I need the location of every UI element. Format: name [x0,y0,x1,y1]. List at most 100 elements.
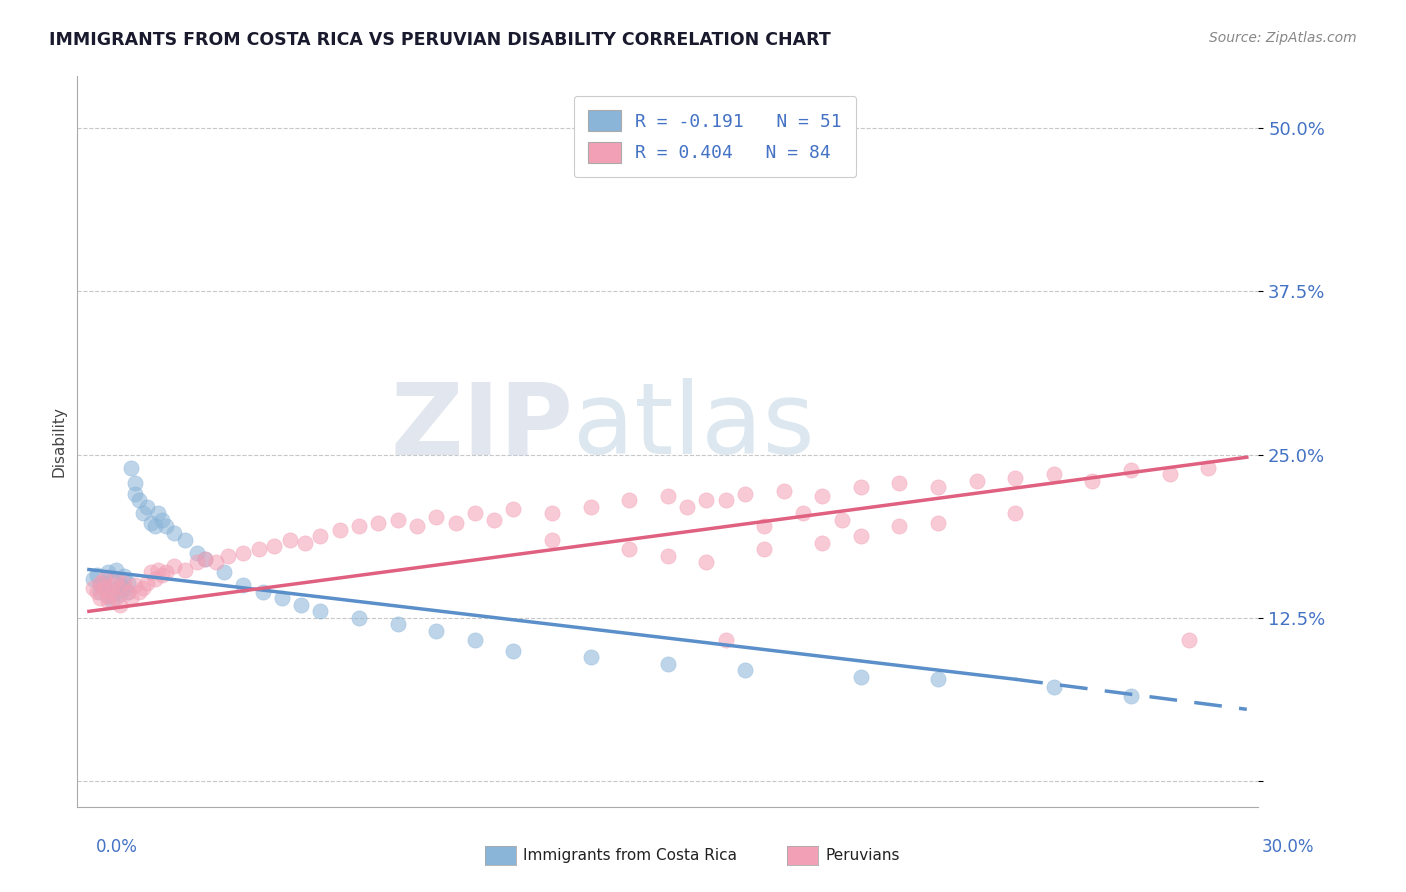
Point [329,524,352,538]
Point [112,569,135,583]
Point [811,489,834,503]
Point [367,516,389,530]
Text: Source: ZipAtlas.com: Source: ZipAtlas.com [1209,31,1357,45]
Text: 30.0%: 30.0% [1263,838,1315,855]
Point [772,484,794,499]
Point [849,670,872,684]
Point [387,617,409,632]
Point [889,476,911,491]
Point [252,584,274,599]
Point [464,507,486,521]
Point [101,594,124,608]
Text: Peruvians: Peruvians [825,848,900,863]
Point [1178,633,1201,648]
Point [112,575,135,590]
Point [89,578,111,592]
Point [212,565,235,579]
Text: Immigrants from Costa Rica: Immigrants from Costa Rica [523,848,737,863]
Point [93,581,115,595]
Point [714,633,737,648]
Point [247,541,270,556]
Point [541,507,564,521]
Point [278,533,301,547]
Point [104,584,127,599]
Point [186,545,208,559]
Point [294,536,316,550]
Point [97,589,120,603]
Point [104,563,127,577]
Point [347,611,370,625]
Point [89,584,111,599]
Point [155,565,177,579]
Point [734,663,756,677]
Point [1043,467,1066,482]
Point [263,539,285,553]
Point [927,480,949,494]
Point [792,507,814,521]
Point [82,581,104,595]
Point [695,493,717,508]
Point [714,493,737,508]
Point [120,460,142,475]
Point [1119,463,1142,477]
Point [124,578,146,592]
Point [966,474,988,488]
Point [290,598,312,612]
Point [155,519,177,533]
Point [124,487,146,501]
Point [657,657,679,671]
Point [93,575,115,590]
Point [217,549,239,564]
Point [309,604,332,618]
Point [270,591,292,606]
Point [579,650,602,665]
Point [139,516,162,530]
Point [86,584,108,599]
Point [734,487,756,501]
Point [849,480,872,494]
Text: IMMIGRANTS FROM COSTA RICA VS PERUVIAN DISABILITY CORRELATION CHART: IMMIGRANTS FROM COSTA RICA VS PERUVIAN D… [49,31,831,49]
Point [117,584,139,599]
Point [927,673,949,687]
Point [135,575,157,590]
Point [425,510,447,524]
Point [232,578,254,592]
Point [132,507,155,521]
Point [502,643,524,657]
Point [104,591,127,606]
Point [657,549,679,564]
Point [132,581,155,595]
Point [541,533,564,547]
Point [108,598,131,612]
Point [619,541,641,556]
Point [232,545,254,559]
Point [150,567,173,582]
Point [93,572,115,586]
Point [464,633,486,648]
Point [657,489,679,503]
Point [695,555,717,569]
Point [139,565,162,579]
Y-axis label: Disability: Disability [51,406,66,477]
Point [117,584,139,599]
Point [754,519,776,533]
Point [406,519,429,533]
Point [425,624,447,638]
Point [97,565,120,579]
Point [143,519,166,533]
Point [502,502,524,516]
Point [89,591,111,606]
Point [101,584,124,599]
Point [831,513,853,527]
Point [135,500,157,514]
Text: atlas: atlas [574,378,815,475]
Legend: R = -0.191   N = 51, R = 0.404   N = 84: R = -0.191 N = 51, R = 0.404 N = 84 [574,95,856,178]
Point [97,589,120,603]
Point [128,493,150,508]
Point [194,552,217,566]
Point [927,516,949,530]
Point [186,555,208,569]
Point [82,572,104,586]
Point [754,541,776,556]
Point [174,533,197,547]
